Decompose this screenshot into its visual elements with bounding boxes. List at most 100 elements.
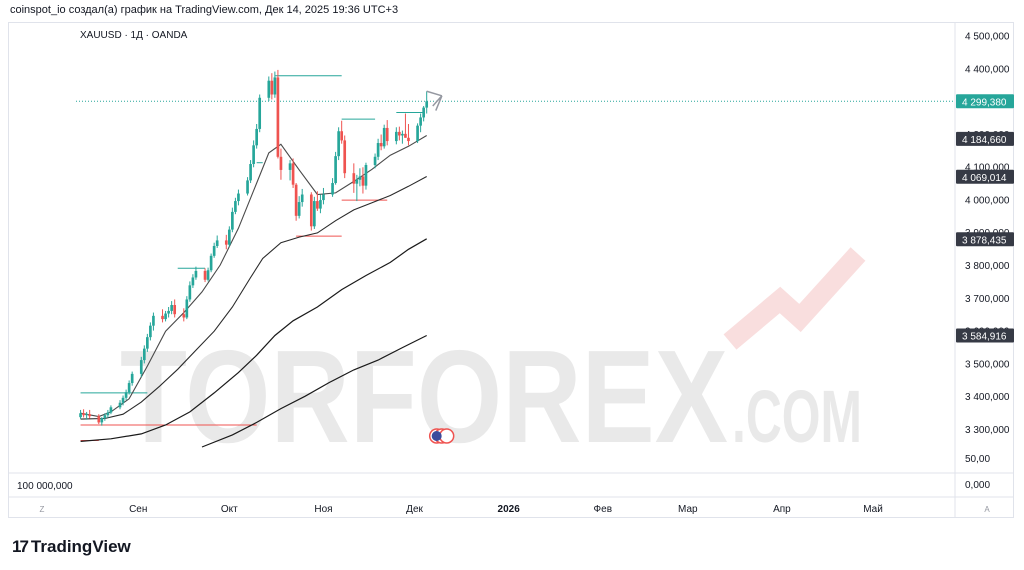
candle bbox=[422, 105, 425, 122]
candle bbox=[173, 299, 177, 318]
candle bbox=[130, 371, 134, 386]
price-label: 4 069,014 bbox=[956, 169, 1014, 184]
moving-averages bbox=[80, 135, 427, 448]
time-tick-label: Окт bbox=[221, 504, 238, 515]
candle bbox=[419, 113, 422, 133]
candle bbox=[416, 123, 419, 144]
tradingview-logo-icon: 17 bbox=[12, 537, 29, 556]
candle bbox=[255, 124, 258, 149]
time-axis-auto-button[interactable]: A bbox=[984, 505, 990, 514]
candle bbox=[273, 71, 277, 98]
price-tick-label: 4 100,000 bbox=[965, 163, 1010, 174]
candle bbox=[358, 168, 362, 187]
tradingview-logo[interactable]: 17 TradingView bbox=[12, 537, 131, 557]
price-tick-label: 4 400,000 bbox=[965, 64, 1010, 75]
candle bbox=[188, 281, 192, 302]
candle bbox=[300, 188, 304, 207]
candle bbox=[294, 183, 298, 221]
moving-average-line bbox=[80, 238, 427, 442]
chart-header: coinspot_io создал(а) график на TradingV… bbox=[10, 4, 399, 16]
candle bbox=[234, 197, 237, 215]
candle bbox=[152, 312, 155, 331]
time-tick-label: Мар bbox=[678, 504, 698, 515]
candle bbox=[164, 310, 167, 322]
candle bbox=[146, 333, 149, 352]
candle bbox=[373, 153, 377, 169]
svg-text:4 299,380: 4 299,380 bbox=[962, 97, 1007, 108]
candle bbox=[316, 191, 319, 211]
flag-event-icon[interactable] bbox=[438, 428, 455, 444]
candle bbox=[97, 414, 101, 425]
candle bbox=[398, 126, 401, 141]
overlays bbox=[426, 90, 455, 444]
candle bbox=[343, 135, 347, 179]
candle bbox=[209, 253, 213, 273]
candle bbox=[139, 356, 143, 378]
price-tick-label: 3 700,000 bbox=[965, 294, 1010, 305]
candle bbox=[142, 345, 146, 364]
candle bbox=[407, 124, 410, 146]
candle bbox=[355, 174, 359, 202]
candle bbox=[106, 409, 110, 418]
candle bbox=[270, 73, 274, 100]
candle bbox=[79, 409, 82, 420]
watermark: TORFOREX .COM bbox=[120, 247, 866, 470]
volume-tick-label: 0,000 bbox=[965, 480, 990, 491]
chart-separators bbox=[9, 23, 1013, 517]
svg-text:4 069,014: 4 069,014 bbox=[962, 173, 1007, 184]
candle bbox=[352, 163, 356, 193]
price-tick-label: 4 000,000 bbox=[965, 195, 1010, 206]
candle bbox=[149, 322, 152, 341]
candle bbox=[337, 127, 340, 161]
volume-tick-label: 50,00 bbox=[965, 454, 990, 465]
moving-average-line bbox=[201, 334, 427, 448]
candle bbox=[182, 308, 186, 322]
candle bbox=[121, 395, 125, 406]
symbol-label: XAUUSD · 1Д · OANDA bbox=[80, 30, 188, 41]
candle bbox=[297, 196, 301, 219]
tradingview-logo-text: TradingView bbox=[30, 537, 131, 556]
candle bbox=[185, 296, 189, 320]
candle bbox=[249, 160, 252, 184]
candle bbox=[212, 242, 216, 258]
time-tick-label: Дек bbox=[406, 504, 423, 515]
volume-left-label: 100 000,000 bbox=[17, 481, 73, 492]
svg-text:3 878,435: 3 878,435 bbox=[962, 235, 1007, 246]
time-axis-zoom-button[interactable]: Z bbox=[40, 505, 45, 514]
price-tick-label: 3 300,000 bbox=[965, 425, 1010, 436]
price-label: 3 584,916 bbox=[956, 328, 1014, 343]
candle bbox=[85, 411, 88, 420]
candle bbox=[118, 400, 122, 410]
candle bbox=[82, 409, 85, 418]
watermark-suffix: .COM bbox=[732, 375, 862, 458]
us-flag-icon[interactable] bbox=[431, 431, 442, 441]
candle bbox=[379, 134, 383, 151]
candle bbox=[267, 76, 271, 102]
candle bbox=[231, 207, 234, 233]
time-tick-label: Май bbox=[863, 504, 883, 515]
candle bbox=[161, 309, 164, 323]
time-tick-label: Фев bbox=[594, 504, 612, 515]
price-label: 4 299,380 bbox=[956, 94, 1014, 109]
candle bbox=[237, 189, 240, 206]
candle bbox=[361, 167, 365, 194]
candle bbox=[394, 127, 398, 145]
candle bbox=[258, 94, 262, 133]
candle bbox=[401, 130, 404, 144]
candle bbox=[313, 196, 316, 229]
candle bbox=[288, 160, 292, 181]
candle bbox=[191, 274, 195, 288]
candle bbox=[331, 178, 334, 197]
candle bbox=[246, 177, 249, 196]
candle bbox=[319, 194, 322, 214]
svg-text:3 584,916: 3 584,916 bbox=[962, 332, 1007, 343]
candle bbox=[127, 380, 131, 395]
candle bbox=[334, 151, 337, 185]
time-axis[interactable]: Сен Окт Ноя Дек 2026 Фев Мар Апр Май Z A bbox=[40, 504, 991, 515]
svg-text:4 184,660: 4 184,660 bbox=[962, 135, 1007, 146]
price-label: 3 878,435 bbox=[956, 232, 1014, 247]
candle bbox=[167, 306, 170, 318]
candle bbox=[291, 158, 295, 188]
